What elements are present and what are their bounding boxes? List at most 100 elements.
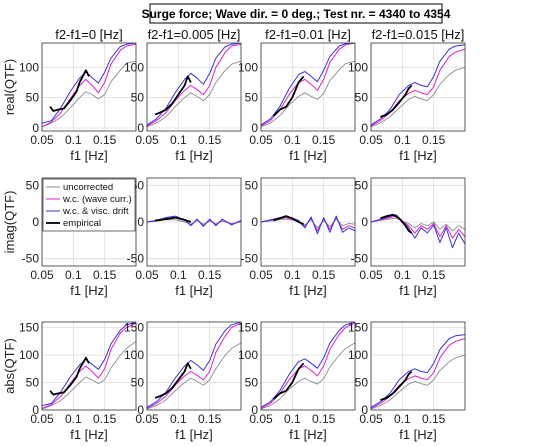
x-tick-label: 0.15 [93,133,117,147]
xlabel: f1 [Hz] [399,148,437,163]
column-title-4: f2-f1=0.015 [Hz] [372,27,465,42]
series-wcv-line [147,215,241,227]
xlabel: f1 [Hz] [70,283,108,298]
x-tick-label: 0.05 [249,268,273,282]
series-uncorrected-line [42,60,136,128]
panel-frame [41,42,137,132]
y-tick-label: 100 [348,348,368,362]
y-tick-label: 50 [26,376,40,390]
x-tick-label: 0.1 [284,412,301,426]
column-title-1: f2-f1=0 [Hz] [55,27,123,42]
xlabel: f1 [Hz] [70,148,108,163]
y-tick-label: 100 [238,348,258,362]
y-tick-label: 50 [245,376,259,390]
series-uncorrected-line [261,60,355,128]
xlabel: f1 [Hz] [175,427,213,442]
y-tick-label: 50 [26,91,40,105]
y-tick-label: -50 [241,252,259,266]
panel-frame [370,177,466,267]
x-tick-label: 0.05 [30,268,54,282]
series-uncorrected-line [42,340,136,410]
xlabel: f1 [Hz] [175,148,213,163]
x-tick-label: 0.15 [422,133,446,147]
y-tick-label: 50 [355,376,369,390]
x-tick-label: 0.15 [422,412,446,426]
x-tick-label: 0.15 [422,268,446,282]
legend-entry-4: empirical [63,218,101,229]
x-tick-label: 0.05 [249,133,273,147]
y-tick-label: 0 [137,121,144,135]
x-tick-label: 0.15 [312,412,336,426]
series-wcv-line [42,322,136,407]
series-uncorrected-line [147,60,241,128]
series-uncorrected-line [371,217,465,232]
ylabel-row-3: abs(QTF) [2,338,17,394]
y-tick-label: 50 [355,178,369,192]
series-wcv-line [371,214,465,249]
series-empirical-line [272,362,305,400]
x-tick-label: 0.05 [359,412,383,426]
x-tick-label: 0.15 [198,133,222,147]
figure-title: Surge force; Wave dir. = 0 deg.; Test nr… [142,7,451,21]
series-empirical-line [154,75,192,116]
x-tick-label: 0.05 [359,133,383,147]
ylabel-row-1: real(QTF) [2,59,17,115]
panel-frame [41,321,137,411]
y-tick-label: 0 [361,403,368,417]
series-empirical-line [380,84,413,118]
x-tick-label: 0.05 [359,268,383,282]
y-tick-label: 0 [32,215,39,229]
x-tick-label: 0.15 [93,412,117,426]
x-tick-label: 0.15 [312,133,336,147]
x-tick-label: 0.05 [135,133,159,147]
y-tick-label: 100 [19,60,39,74]
y-tick-label: 50 [245,178,259,192]
series-empirical-line [380,370,413,401]
y-tick-label: 100 [124,60,144,74]
series-wcv-line [371,44,465,126]
x-tick-label: 0.1 [65,268,82,282]
panel-frame [260,177,356,267]
column-title-2: f2-f1=0.005 [Hz] [148,27,241,42]
x-tick-label: 0.05 [135,268,159,282]
column-title-3: f2-f1=0.01 [Hz] [265,27,351,42]
series-empirical-line [49,356,90,396]
series-wcv-line [261,322,355,408]
y-tick-label: 0 [32,121,39,135]
x-tick-label: 0.1 [394,412,411,426]
y-tick-label: 100 [19,348,39,362]
series-empirical-line [154,362,192,399]
series-uncorrected-line [371,66,465,128]
y-tick-label: 0 [251,403,258,417]
y-tick-label: 50 [245,91,259,105]
series-empirical-line [380,213,413,234]
y-tick-label: -50 [22,252,40,266]
x-tick-label: 0.05 [30,412,54,426]
panel-frame [370,321,466,411]
series-wcv-line [371,334,465,408]
panel-frame [146,42,242,132]
y-tick-label: 150 [124,321,144,335]
panel-frame [146,177,242,267]
y-tick-label: 0 [137,215,144,229]
xlabel: f1 [Hz] [399,283,437,298]
panel-frame [370,42,466,132]
series-wcv-line [147,43,241,126]
x-tick-label: 0.15 [198,268,222,282]
panel-frame [146,321,242,411]
x-tick-label: 0.15 [93,268,117,282]
y-tick-label: 50 [131,376,145,390]
y-tick-label: 0 [32,403,39,417]
series-empirical-line [154,216,192,223]
y-tick-label: 50 [355,91,369,105]
series-wc-line [147,322,241,409]
